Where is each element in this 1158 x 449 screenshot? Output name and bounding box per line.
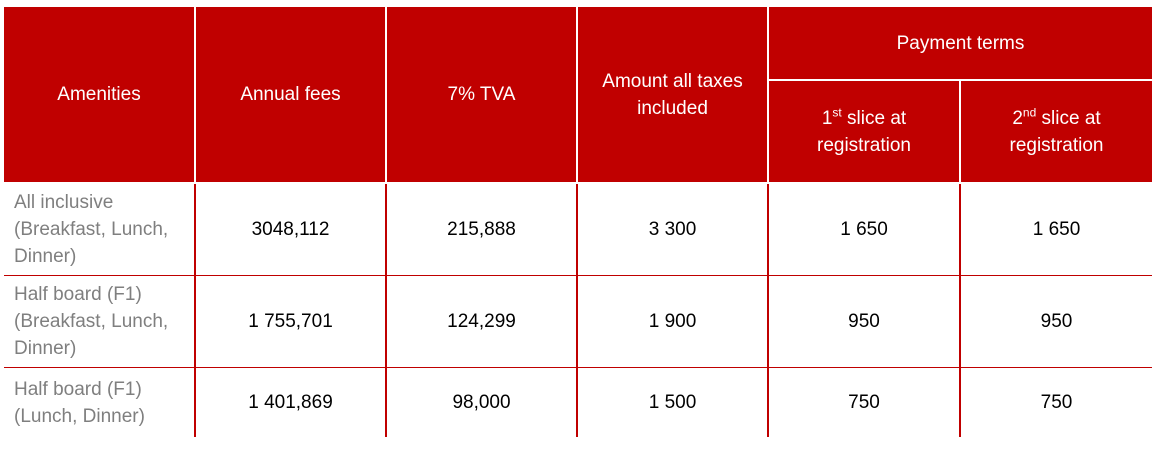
header-payment-terms: Payment terms <box>766 7 1153 81</box>
first-slice-ordinal: 1 <box>821 107 833 129</box>
amount-cell: 1 900 <box>576 275 769 368</box>
amount-cell: 3 300 <box>576 183 769 276</box>
second-slice-text: slice at registration <box>1009 107 1104 156</box>
table-row: Half board (F1) (Lunch, Dinner) 1 401,86… <box>4 367 1153 437</box>
fees-table: Amenities Annual fees 7% TVA Amount all … <box>4 7 1153 437</box>
amenity-cell: Half board (F1) (Breakfast, Lunch, Dinne… <box>4 275 196 368</box>
annual-fees-cell: 1 755,701 <box>194 275 387 368</box>
annual-fees-cell: 3048,112 <box>194 183 387 276</box>
header-row: Amenities Annual fees 7% TVA Amount all … <box>4 7 1153 184</box>
second-slice-cell: 1 650 <box>958 183 1153 276</box>
second-slice-cell: 950 <box>958 275 1153 368</box>
header-second-slice: 2nd slice at registration <box>958 79 1153 184</box>
header-subrow: 1st slice at registration 2nd slice at r… <box>4 79 1153 184</box>
second-slice-suffix: nd <box>1022 105 1037 120</box>
header-amount-all-taxes: Amount all taxes included <box>576 7 769 184</box>
second-slice-ordinal: 2 <box>1012 107 1023 129</box>
first-slice-cell: 1 650 <box>767 183 961 276</box>
header-annual-fees: Annual fees <box>194 7 387 184</box>
second-slice-cell: 750 <box>958 367 1153 437</box>
first-slice-cell: 950 <box>767 275 961 368</box>
tva-cell: 215,888 <box>385 183 578 276</box>
header-tva: 7% TVA <box>385 7 578 184</box>
tva-cell: 98,000 <box>385 367 578 437</box>
annual-fees-cell: 1 401,869 <box>194 367 387 437</box>
header-first-slice: 1st slice at registration <box>767 79 961 184</box>
header-amenities: Amenities <box>4 7 196 184</box>
amount-cell: 1 500 <box>576 367 769 437</box>
table-row: All inclusive (Breakfast, Lunch, Dinner)… <box>4 183 1153 276</box>
first-slice-suffix: st <box>832 105 842 120</box>
tva-cell: 124,299 <box>385 275 578 368</box>
table-row: Half board (F1) (Breakfast, Lunch, Dinne… <box>4 275 1153 368</box>
first-slice-cell: 750 <box>767 367 961 437</box>
amenity-cell: Half board (F1) (Lunch, Dinner) <box>4 367 196 437</box>
first-slice-text: slice at registration <box>817 107 911 156</box>
amenity-cell: All inclusive (Breakfast, Lunch, Dinner) <box>4 183 196 276</box>
